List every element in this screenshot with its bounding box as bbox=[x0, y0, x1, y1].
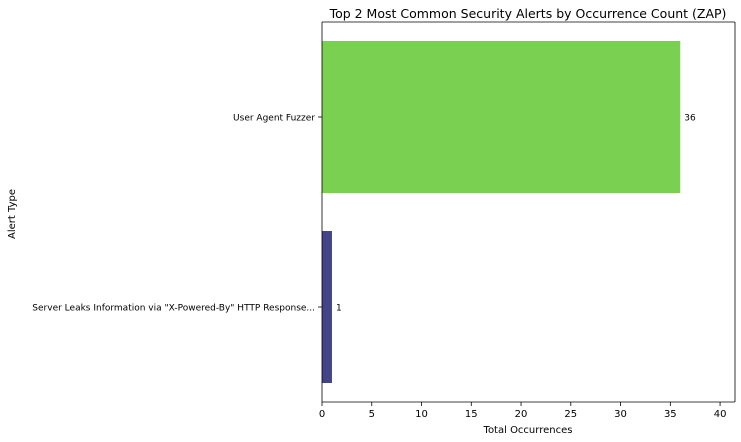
data-label: 36 bbox=[684, 113, 696, 123]
plot-area: User Agent Fuzzer 36 Server Leaks Informat… bbox=[32, 21, 736, 420]
y-tick-label: Server Leaks Information via "X-Powered-… bbox=[32, 303, 315, 313]
chart-title: Top 2 Most Common Security Alerts by Occ… bbox=[329, 6, 727, 21]
y-tick-label: User Agent Fuzzer bbox=[233, 113, 315, 123]
x-tick-label: 25 bbox=[564, 409, 577, 420]
data-label: 1 bbox=[336, 303, 342, 313]
x-tick-label: 40 bbox=[714, 409, 727, 420]
bar bbox=[322, 231, 332, 383]
bar bbox=[322, 41, 681, 193]
x-tick-label: 0 bbox=[319, 409, 325, 420]
y-axis-label: Alert Type bbox=[7, 189, 18, 239]
x-axis-label: Total Occurrences bbox=[483, 425, 573, 436]
x-tick-label: 20 bbox=[515, 409, 528, 420]
x-tick-label: 5 bbox=[369, 409, 375, 420]
x-tick-label: 30 bbox=[614, 409, 627, 420]
x-tick-label: 15 bbox=[465, 409, 478, 420]
x-tick-label: 35 bbox=[664, 409, 677, 420]
x-tick-label: 10 bbox=[415, 409, 428, 420]
